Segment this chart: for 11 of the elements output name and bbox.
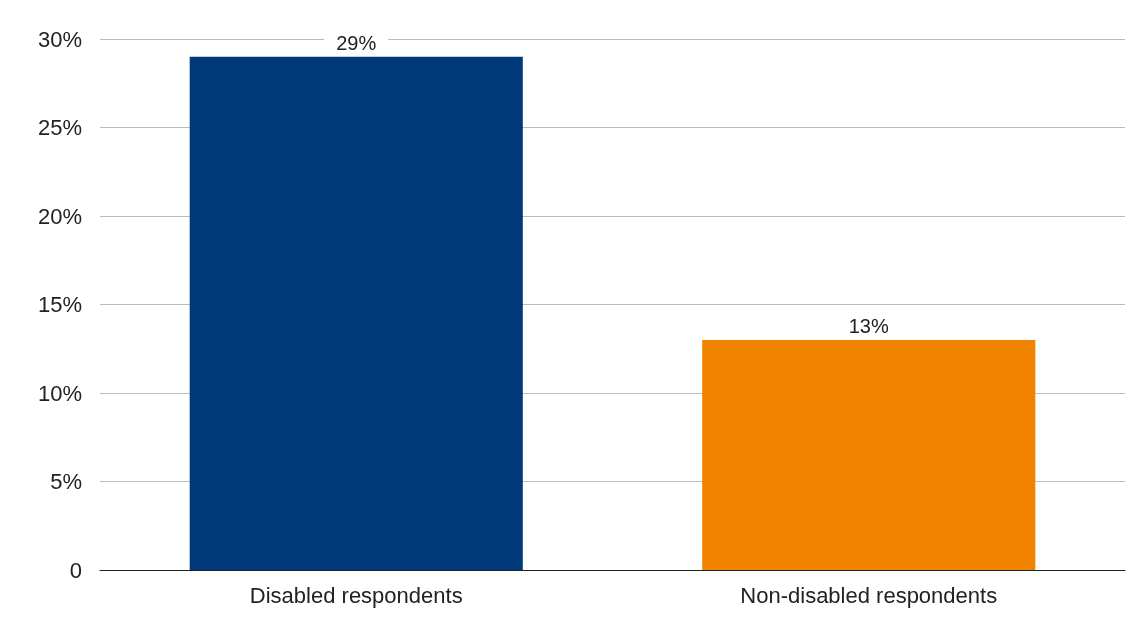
y-tick-label: 20% <box>37 203 82 229</box>
x-tick-label: Non-disabled respondents <box>740 582 998 608</box>
data-label: 29% <box>336 31 377 54</box>
y-tick-label: 25% <box>37 115 82 140</box>
y-tick-label: 30% <box>37 26 82 52</box>
data-label: 13% <box>848 314 889 337</box>
x-tick-label: Disabled respondents <box>249 582 463 608</box>
y-tick-label: 5% <box>50 469 82 494</box>
y-tick-label: 0 <box>69 557 82 583</box>
y-tick-label: 10% <box>37 380 82 406</box>
y-tick-label: 15% <box>37 292 82 317</box>
